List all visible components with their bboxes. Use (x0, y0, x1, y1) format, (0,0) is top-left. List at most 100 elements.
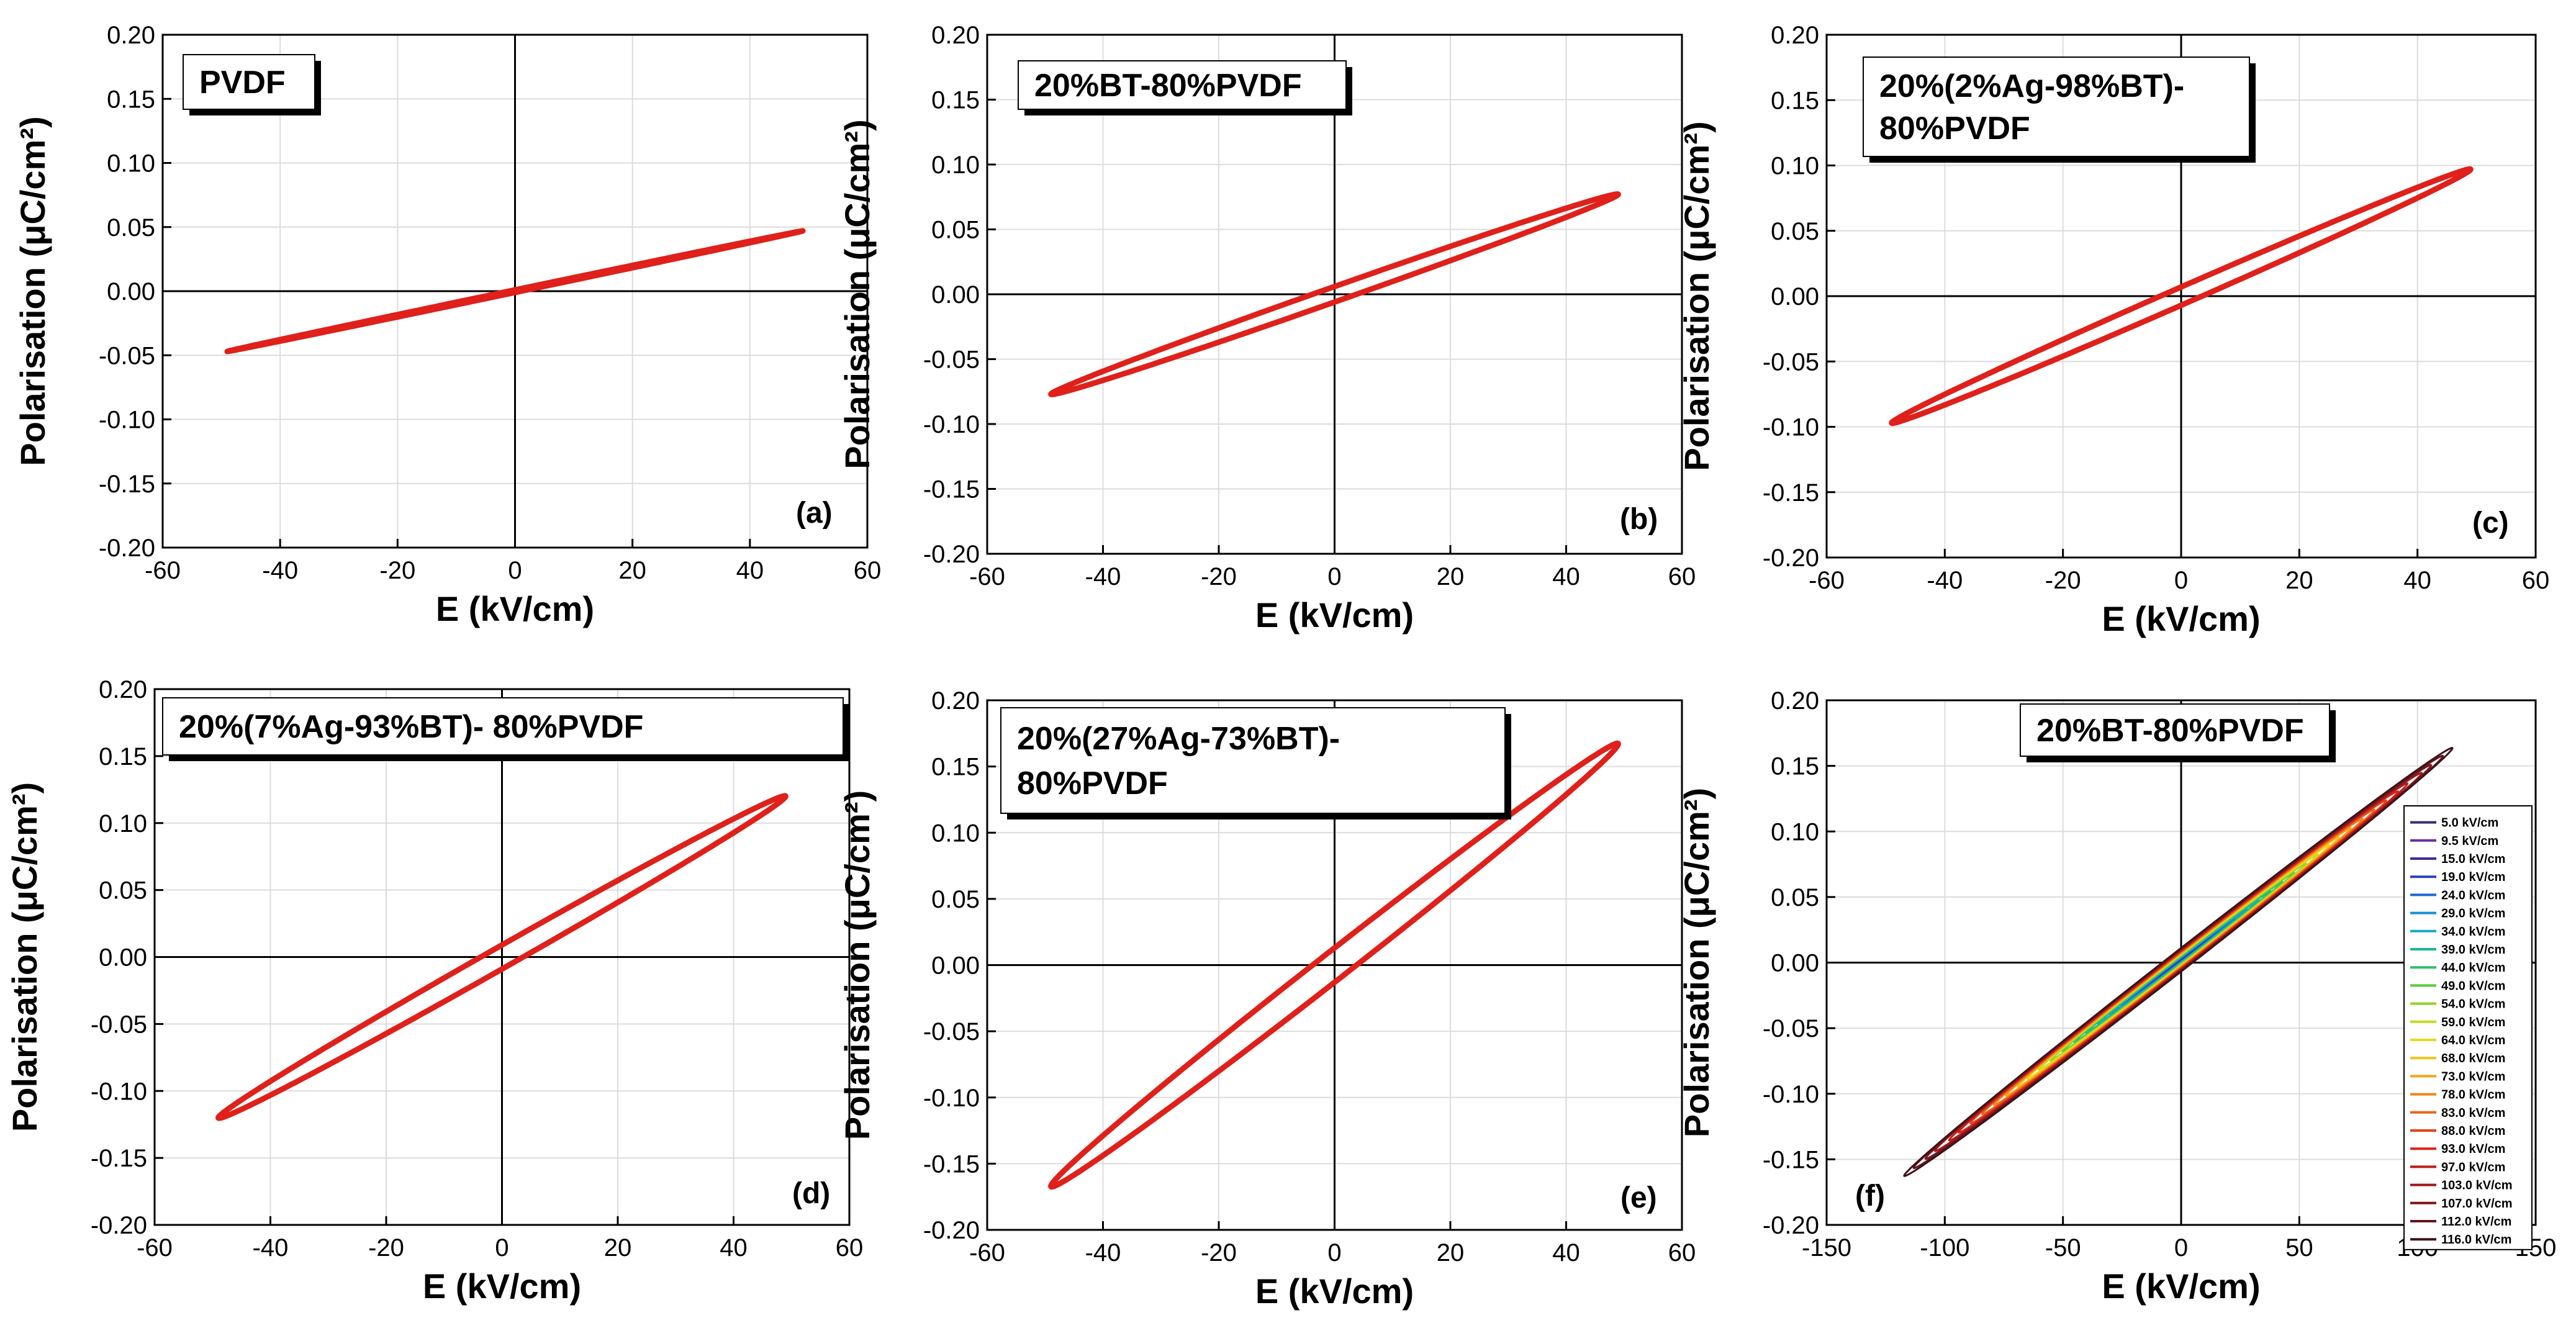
legend-label: 19.0 kV/cm (2441, 870, 2505, 884)
label-box-text: PVDF (199, 65, 286, 101)
x-tick-label: -60 (1809, 567, 1845, 594)
y-tick-label: 0.15 (1771, 87, 1819, 114)
label-box (162, 697, 844, 756)
y-tick-label: 0.20 (99, 676, 147, 703)
y-tick-label: 0.05 (931, 886, 980, 913)
loop-c-0 (1889, 166, 2474, 427)
y-tick-label: 0.10 (107, 150, 155, 178)
label-box (183, 54, 315, 110)
y-axis-title: Polarisation (μC/cm²) (838, 790, 877, 1140)
legend-box (2403, 805, 2533, 1250)
x-tick-label: 20 (618, 557, 646, 584)
x-axis-title: E (kV/cm) (1255, 1271, 1414, 1311)
legend-label: 54.0 kV/cm (2441, 998, 2505, 1011)
x-tick-label: 0 (2174, 567, 2188, 594)
y-tick-label: 0.05 (107, 214, 155, 242)
x-tick-label: -20 (379, 557, 415, 584)
label-box-text: 20%(7%Ag-93%BT)- 80%PVDF (179, 709, 643, 745)
y-tick-label: 0.15 (107, 86, 155, 113)
y-tick-label: -0.05 (923, 346, 980, 374)
y-tick-label: -0.10 (1763, 1081, 1819, 1108)
y-tick-label: -0.15 (1763, 479, 1819, 507)
y-tick-label: -0.15 (923, 1150, 980, 1178)
legend-label: 83.0 kV/cm (2441, 1106, 2505, 1120)
y-tick-label: 0.10 (1771, 818, 1819, 846)
label-box-text: 20%BT-80%PVDF (2036, 713, 2304, 749)
x-tick-label: 50 (2285, 1234, 2313, 1262)
x-tick-label: -50 (2045, 1234, 2081, 1262)
x-tick-label: -40 (1085, 1239, 1121, 1266)
legend-label: 88.0 kV/cm (2441, 1124, 2505, 1138)
x-tick-label: 40 (1552, 1239, 1580, 1266)
label-box (1863, 56, 2250, 157)
x-tick-label: 20 (2285, 567, 2313, 594)
y-tick-label: -0.20 (1763, 544, 1819, 572)
legend-label: 68.0 kV/cm (2441, 1052, 2505, 1065)
x-tick-label: 60 (836, 1234, 864, 1262)
y-tick-label: 0.05 (99, 877, 147, 905)
legend-label: 107.0 kV/cm (2441, 1197, 2513, 1211)
label-box-text: 80%PVDF (1017, 765, 1168, 801)
x-tick-label: -40 (1085, 563, 1121, 590)
y-tick-label: -0.10 (99, 407, 155, 434)
x-tick-label: 60 (1668, 563, 1696, 590)
y-axis-title: Polarisation (μC/cm²) (5, 782, 44, 1132)
y-axis-title: Polarisation (μC/cm²) (1677, 121, 1716, 471)
x-tick-label: 0 (508, 557, 522, 584)
y-tick-label: 0.15 (931, 754, 980, 781)
label-box-text: 80%PVDF (1879, 111, 2030, 147)
y-tick-label: 0.15 (1771, 753, 1819, 780)
y-tick-label: 0.20 (1771, 687, 1819, 715)
legend-label: 93.0 kV/cm (2441, 1142, 2505, 1156)
x-tick-label: 0 (1327, 1239, 1341, 1266)
label-box-text: 20%(2%Ag-98%BT)- (1879, 68, 2184, 104)
x-tick-label: -20 (2045, 567, 2081, 594)
legend-label: 39.0 kV/cm (2441, 943, 2505, 957)
y-tick-label: 0.00 (931, 281, 980, 309)
y-tick-label: 0.20 (107, 22, 155, 49)
y-tick-label: 0.00 (1771, 283, 1819, 310)
y-tick-label: -0.15 (99, 471, 155, 498)
legend-label: 78.0 kV/cm (2441, 1088, 2505, 1102)
label-box (1018, 60, 1347, 110)
loop-b-0 (1048, 191, 1621, 397)
panel-tag: (f) (1855, 1180, 1885, 1212)
panel-f: -150-100-50050100150-0.20-0.15-0.10-0.05… (1677, 687, 2556, 1306)
y-tick-label: -0.20 (91, 1212, 147, 1239)
x-tick-label: -40 (253, 1234, 289, 1262)
legend-label: 64.0 kV/cm (2441, 1034, 2505, 1047)
x-tick-label: -60 (145, 557, 181, 584)
x-tick-label: 40 (1552, 563, 1580, 590)
legend-label: 97.0 kV/cm (2441, 1160, 2505, 1174)
y-tick-label: 0.00 (931, 952, 980, 980)
y-tick-label: -0.20 (1763, 1212, 1819, 1239)
x-tick-label: -100 (1920, 1234, 1969, 1262)
y-tick-label: 0.05 (1771, 218, 1819, 245)
legend-label: 112.0 kV/cm (2441, 1215, 2511, 1229)
y-tick-label: -0.20 (923, 541, 980, 568)
x-tick-label: 20 (604, 1234, 632, 1262)
y-tick-label: 0.10 (931, 151, 980, 179)
y-tick-label: 0.10 (1771, 153, 1819, 180)
x-axis-title: E (kV/cm) (1255, 595, 1414, 634)
y-tick-label: 0.20 (931, 22, 980, 49)
panel-tag: (b) (1620, 503, 1658, 536)
y-tick-label: -0.05 (1763, 1015, 1819, 1042)
x-tick-label: 0 (2174, 1234, 2188, 1262)
legend: 5.0 kV/cm 9.5 kV/cm 15.0 kV/cm 19.0 kV/cm 24… (2403, 805, 2533, 1250)
panel-d: -60 -40 -20 0 20 40 60 -0.20 -0.15 -0.10 -0.05 0.00… (5, 676, 863, 1306)
legend-label: 9.5 kV/cm (2441, 834, 2498, 848)
y-tick-label: 0.05 (1771, 884, 1819, 911)
y-tick-label: -0.15 (91, 1145, 147, 1172)
x-tick-label: 0 (495, 1234, 508, 1262)
legend-label: 15.0 kV/cm (2441, 852, 2505, 866)
x-tick-label: 60 (1668, 1239, 1696, 1266)
x-tick-label: -40 (1927, 567, 1963, 594)
y-tick-label: 0.00 (107, 278, 155, 305)
legend-label: 73.0 kV/cm (2441, 1070, 2505, 1083)
y-tick-label: -0.10 (91, 1078, 147, 1105)
y-tick-label: -0.05 (1763, 348, 1819, 376)
panel-e: -60 -40 -20 0 20 40 60 -0.20 -0.15 -0.10 -0.05 0.00… (838, 687, 1696, 1311)
label-box (2020, 703, 2330, 757)
